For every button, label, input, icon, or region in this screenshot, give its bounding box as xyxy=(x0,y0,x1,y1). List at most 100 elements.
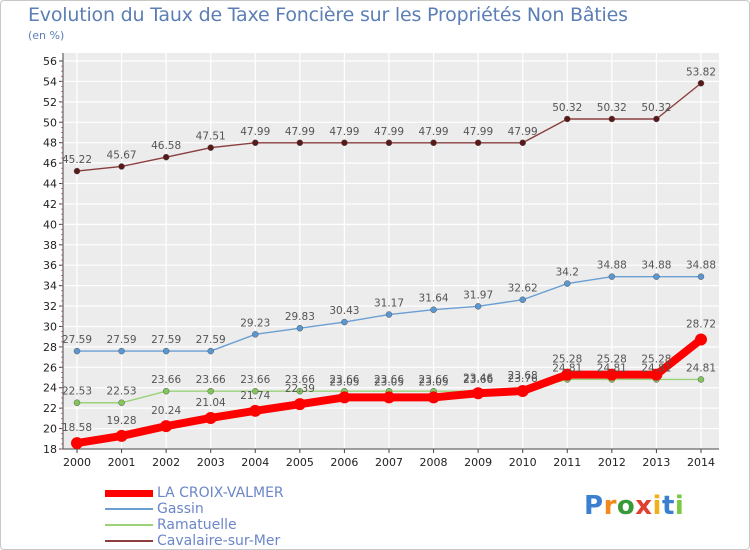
data-label: 47.99 xyxy=(285,126,315,138)
data-label: 23.66 xyxy=(463,374,493,386)
data-label: 45.67 xyxy=(107,149,137,161)
data-point xyxy=(338,391,351,404)
data-point xyxy=(694,333,707,346)
data-label: 53.82 xyxy=(686,66,716,78)
logo-letter: x xyxy=(635,491,653,521)
data-label: 23.46 xyxy=(463,372,493,384)
data-label: 47.99 xyxy=(463,126,493,138)
data-label: 29.83 xyxy=(285,311,315,323)
y-tick-label: 46 xyxy=(43,157,57,170)
data-point xyxy=(252,387,259,395)
data-point xyxy=(341,318,348,326)
data-point xyxy=(249,404,262,417)
logo-letter: P xyxy=(584,491,604,521)
y-tick-label: 40 xyxy=(43,218,57,231)
x-tick-label: 2000 xyxy=(63,456,91,469)
x-tick-label: 2011 xyxy=(553,456,581,469)
data-label: 32.62 xyxy=(508,283,538,295)
data-label: 19.28 xyxy=(107,415,137,427)
data-label: 22.53 xyxy=(107,386,137,398)
y-tick-label: 48 xyxy=(43,137,57,150)
data-label: 47.99 xyxy=(508,126,538,138)
data-point xyxy=(605,368,618,381)
data-label: 50.32 xyxy=(641,102,671,114)
data-point xyxy=(427,391,440,404)
x-tick-label: 2013 xyxy=(642,456,670,469)
chart-legend: LA CROIX-VALMER Gassin Ramatuelle Cavala… xyxy=(105,485,284,549)
legend-item: Cavalaire-sur-Mer xyxy=(105,533,284,549)
data-label: 21.04 xyxy=(196,397,226,409)
data-point xyxy=(73,347,81,355)
data-point xyxy=(650,368,663,381)
data-label: 27.59 xyxy=(196,334,226,346)
data-label: 25.28 xyxy=(641,354,671,366)
y-tick-label: 52 xyxy=(43,96,57,109)
legend-swatch xyxy=(105,489,153,497)
data-label: 25.28 xyxy=(552,354,582,366)
data-label: 47.51 xyxy=(196,131,226,143)
data-label: 23.66 xyxy=(329,374,359,386)
data-point xyxy=(296,387,304,395)
data-point xyxy=(430,139,437,147)
data-point xyxy=(118,347,125,355)
legend-swatch xyxy=(105,508,153,510)
x-tick-label: 2006 xyxy=(330,456,358,469)
legend-label: LA CROIX-VALMER xyxy=(157,485,284,501)
x-tick-label: 2012 xyxy=(598,456,626,469)
data-label: 31.17 xyxy=(374,298,404,310)
x-tick-label: 2002 xyxy=(152,456,180,469)
data-label: 47.99 xyxy=(419,126,449,138)
data-label: 47.99 xyxy=(240,126,270,138)
y-tick-label: 38 xyxy=(43,239,57,252)
data-label: 22.53 xyxy=(62,386,92,398)
y-tick-label: 18 xyxy=(43,443,57,456)
data-point xyxy=(561,368,574,381)
data-point xyxy=(474,139,482,147)
data-point xyxy=(73,399,81,406)
data-point xyxy=(516,385,529,398)
y-tick-label: 56 xyxy=(43,55,57,68)
x-tick-label: 2010 xyxy=(509,456,537,469)
data-point xyxy=(252,331,259,338)
data-label: 31.64 xyxy=(419,293,449,305)
data-point xyxy=(252,139,259,147)
data-label: 24.81 xyxy=(597,362,627,374)
data-label: 50.32 xyxy=(597,102,627,114)
data-label: 23.66 xyxy=(240,374,270,386)
x-tick-label: 2014 xyxy=(687,456,715,469)
logo-letter: r xyxy=(603,491,617,521)
y-tick-label: 34 xyxy=(43,280,57,293)
legend-item: LA CROIX-VALMER xyxy=(105,485,284,501)
y-tick-label: 22 xyxy=(43,402,57,415)
data-label: 29.23 xyxy=(240,317,270,329)
data-label: 18.58 xyxy=(62,422,92,434)
y-unit-label: (en %) xyxy=(28,29,65,42)
data-label: 30.43 xyxy=(329,305,359,317)
data-point xyxy=(653,273,660,280)
data-label: 23.68 xyxy=(508,370,538,382)
data-label: 50.32 xyxy=(552,102,582,114)
data-point xyxy=(118,399,125,406)
data-label: 22.39 xyxy=(285,383,315,395)
data-point xyxy=(474,303,482,310)
data-point xyxy=(73,167,81,175)
data-label: 27.59 xyxy=(107,334,137,346)
data-point xyxy=(385,139,393,147)
legend-label: Ramatuelle xyxy=(157,517,237,533)
y-tick-label: 54 xyxy=(43,75,57,88)
data-label: 23.05 xyxy=(419,376,449,388)
data-point xyxy=(519,139,526,147)
data-point xyxy=(71,437,83,450)
data-label: 34.88 xyxy=(641,260,671,272)
x-tick-label: 2005 xyxy=(286,456,314,469)
data-point xyxy=(519,296,526,303)
data-point xyxy=(207,144,214,151)
data-point xyxy=(564,115,571,123)
data-point xyxy=(697,273,705,280)
logo-letter: o xyxy=(616,491,636,521)
data-label: 24.81 xyxy=(552,362,582,374)
data-label: 47.99 xyxy=(374,126,404,138)
data-point xyxy=(430,306,437,313)
